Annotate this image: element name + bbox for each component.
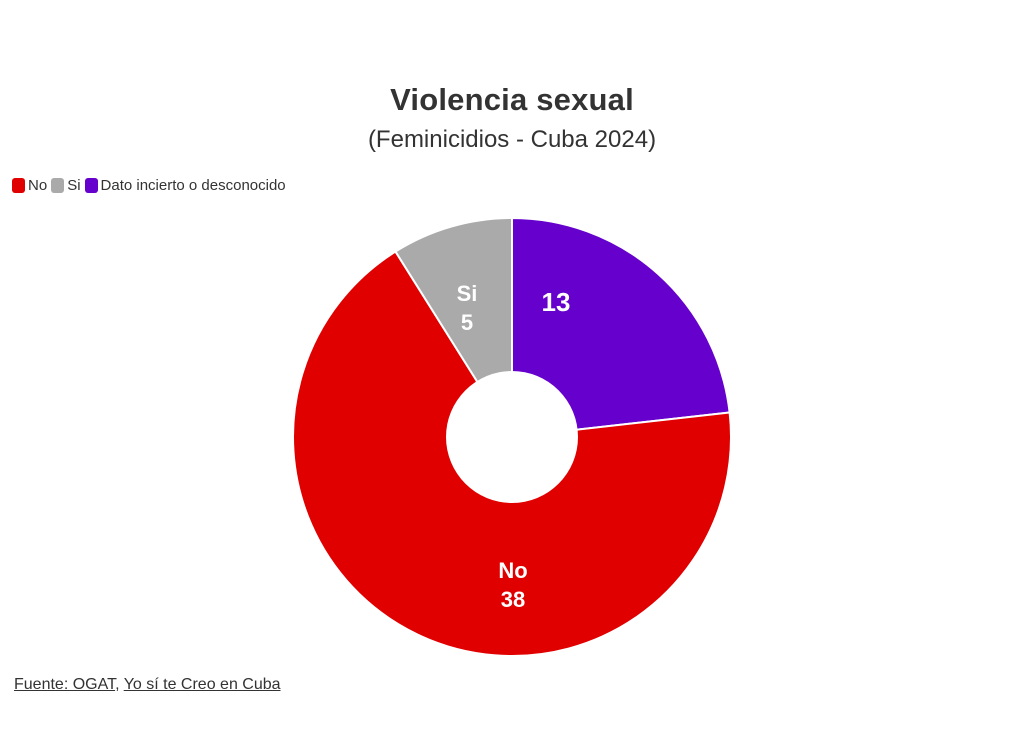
- slice-label-si-name: Si: [457, 281, 478, 306]
- legend: No Si Dato incierto o desconocido: [12, 177, 290, 194]
- legend-item-unknown[interactable]: Dato incierto o desconocido: [84, 177, 286, 194]
- chart-title: Violencia sexual: [390, 82, 634, 117]
- source-link-ogat[interactable]: Fuente: OGAT: [14, 676, 116, 693]
- source-footer: Fuente: OGAT, Yo sí te Creo en Cuba: [14, 676, 281, 694]
- slice-label-si-value: 5: [461, 310, 473, 335]
- source-link-yo-si-te-creo[interactable]: Yo sí te Creo en Cuba: [123, 676, 281, 693]
- chart-subtitle: (Feminicidios - Cuba 2024): [367, 126, 657, 153]
- legend-item-no[interactable]: No: [12, 177, 47, 194]
- legend-item-si[interactable]: Si: [51, 177, 81, 194]
- slice-unknown[interactable]: [511, 216, 731, 439]
- slice-label-no-name: No: [498, 558, 527, 583]
- donut-hole: [446, 371, 578, 503]
- slice-label-unknown-value: 13: [542, 287, 571, 317]
- legend-swatch-no: [12, 178, 25, 193]
- legend-label-unknown: Dato incierto o desconocido: [100, 177, 286, 194]
- legend-label-si: Si: [67, 177, 81, 194]
- source-separator: ,: [115, 676, 124, 693]
- legend-label-no: No: [28, 177, 48, 194]
- slice-labels-group: Si 5 13 No 38: [457, 281, 571, 612]
- slice-label-no-value: 38: [501, 587, 525, 612]
- legend-swatch-si: [51, 178, 65, 193]
- legend-swatch-unknown: [84, 178, 98, 193]
